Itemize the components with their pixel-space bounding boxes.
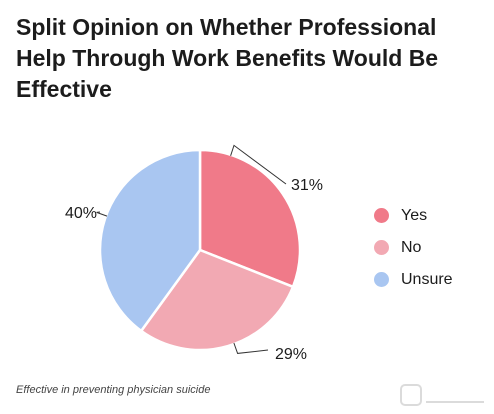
legend: Yes No Unsure [374, 205, 453, 301]
leader-line-yes [230, 144, 287, 185]
data-label-unsure: 40% [65, 205, 97, 222]
legend-swatch-no [374, 240, 389, 255]
data-label-no: 29% [275, 346, 307, 363]
legend-label-unsure: Unsure [401, 270, 453, 288]
watermark-logo [400, 384, 484, 406]
watermark-mark [426, 387, 484, 403]
chart-title: Split Opinion on Whether Professional He… [16, 14, 439, 102]
legend-swatch-unsure [374, 272, 389, 287]
pie-slice-unsure [98, 148, 202, 333]
leader-line-no [233, 342, 269, 354]
footnote: Effective in preventing physician suicid… [16, 384, 211, 396]
watermark-icon [400, 384, 422, 406]
leader-line-unsure [96, 211, 108, 217]
legend-label-no: No [401, 238, 422, 256]
pie-slice-yes [198, 148, 302, 289]
legend-label-yes: Yes [401, 206, 428, 224]
legend-swatch-yes [374, 208, 389, 223]
legend-item-no: No [374, 237, 453, 258]
legend-item-unsure: Unsure [374, 269, 453, 290]
pie-slice-no [139, 248, 295, 352]
legend-item-yes: Yes [374, 205, 453, 226]
data-label-yes: 31% [291, 177, 323, 194]
